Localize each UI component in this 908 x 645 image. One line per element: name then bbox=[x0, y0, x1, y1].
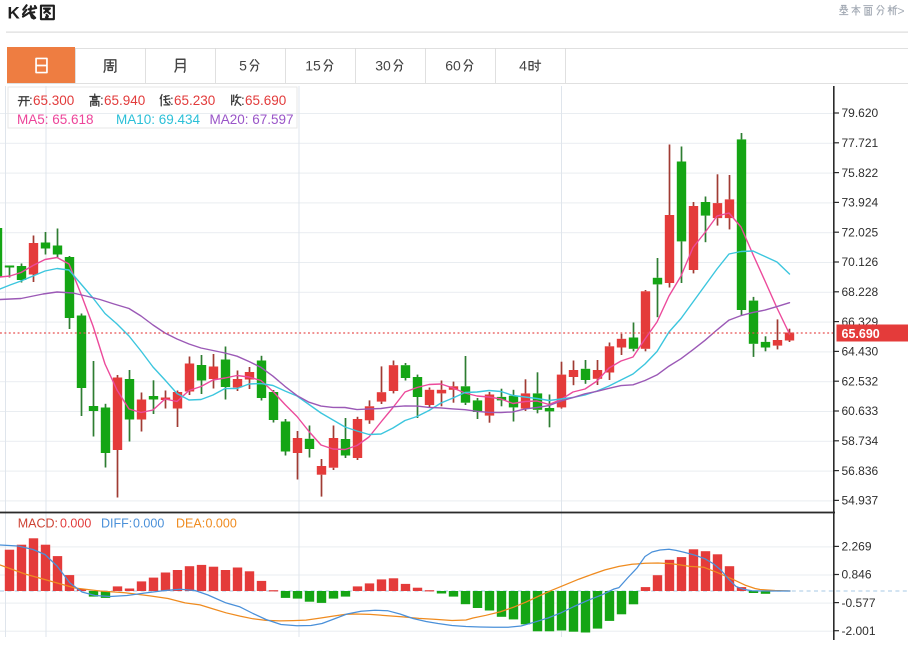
svg-text:-2.001: -2.001 bbox=[842, 624, 876, 638]
svg-text:65.690: 65.690 bbox=[842, 327, 880, 341]
svg-text:5: 5 bbox=[239, 58, 247, 74]
svg-text:2.269: 2.269 bbox=[842, 540, 872, 554]
svg-text:54.937: 54.937 bbox=[842, 494, 879, 508]
svg-text:DEA:: DEA: bbox=[176, 517, 205, 531]
svg-text:68.228: 68.228 bbox=[842, 285, 879, 299]
svg-text:62.532: 62.532 bbox=[842, 374, 879, 388]
svg-text:-0.577: -0.577 bbox=[842, 596, 876, 610]
svg-text:77.721: 77.721 bbox=[842, 136, 879, 150]
svg-text:65.230: 65.230 bbox=[174, 93, 215, 108]
svg-text:15: 15 bbox=[305, 58, 321, 74]
svg-text:56.836: 56.836 bbox=[842, 464, 879, 478]
svg-text:30: 30 bbox=[375, 58, 391, 74]
svg-text:65.940: 65.940 bbox=[104, 93, 145, 108]
svg-text:MA20: 67.597: MA20: 67.597 bbox=[210, 112, 294, 127]
svg-text:60.633: 60.633 bbox=[842, 404, 879, 418]
svg-text:79.620: 79.620 bbox=[842, 106, 879, 120]
svg-text:>: > bbox=[898, 4, 905, 18]
svg-text:K: K bbox=[8, 4, 21, 23]
svg-text:65.300: 65.300 bbox=[33, 93, 74, 108]
svg-text:0.000: 0.000 bbox=[60, 517, 91, 531]
svg-text:64.430: 64.430 bbox=[842, 345, 879, 359]
svg-text:73.924: 73.924 bbox=[842, 196, 879, 210]
svg-text:60: 60 bbox=[445, 58, 461, 74]
svg-text:70.126: 70.126 bbox=[842, 255, 879, 269]
svg-text:0.000: 0.000 bbox=[206, 517, 237, 531]
svg-text:0.846: 0.846 bbox=[842, 568, 872, 582]
svg-text:DIFF:: DIFF: bbox=[101, 517, 132, 531]
svg-text:58.734: 58.734 bbox=[842, 434, 879, 448]
svg-text:75.822: 75.822 bbox=[842, 166, 879, 180]
svg-text:0.000: 0.000 bbox=[133, 517, 164, 531]
svg-text:MA10: 69.434: MA10: 69.434 bbox=[116, 112, 201, 127]
svg-text:4: 4 bbox=[519, 58, 527, 74]
svg-text:MACD:: MACD: bbox=[18, 517, 58, 531]
svg-text:65.690: 65.690 bbox=[245, 93, 286, 108]
svg-text:MA5: 65.618: MA5: 65.618 bbox=[17, 112, 94, 127]
svg-text:72.025: 72.025 bbox=[842, 225, 879, 239]
